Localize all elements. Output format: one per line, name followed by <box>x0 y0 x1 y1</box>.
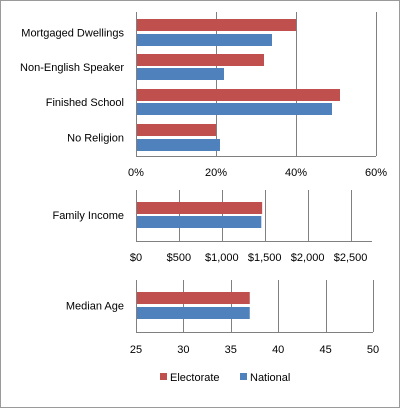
bar-national-mortgaged-dwellings <box>137 34 272 46</box>
tick-label: 40% <box>285 167 307 179</box>
tick-label: $0 <box>130 252 142 264</box>
tick-label: $2,000 <box>291 252 325 264</box>
percent-panel: 0% 20% 40% 60% Mortgaged Dwellings Non-Englis… <box>20 12 387 179</box>
bar-electorate-median-age <box>137 292 250 304</box>
category-label-finished-school: Finished School <box>46 97 124 109</box>
tick-label: 45 <box>319 344 331 356</box>
bar-electorate-family-income <box>137 202 263 214</box>
tick-label: $1,000 <box>205 252 239 264</box>
category-label-no-religion: No Religion <box>67 133 124 145</box>
bar-national-finished-school <box>137 103 332 115</box>
legend-label-electorate: Electorate <box>170 372 220 384</box>
legend-swatch-electorate <box>160 373 167 380</box>
bar-electorate-finished-school <box>137 89 340 101</box>
tick-label: 0% <box>128 167 144 179</box>
category-label-mortgaged-dwellings: Mortgaged Dwellings <box>21 28 124 40</box>
median-age-panel: 25 30 35 40 45 50 Median Age <box>66 280 379 356</box>
tick-label: 50 <box>367 344 379 356</box>
bar-national-family-income <box>137 216 262 228</box>
tick-label: 40 <box>272 344 284 356</box>
tick-label: $2,500 <box>334 252 368 264</box>
bar-electorate-mortgaged-dwellings <box>137 19 296 31</box>
legend-swatch-national <box>240 373 247 380</box>
tick-label: $500 <box>167 252 191 264</box>
category-label-non-english-speaker: Non-English Speaker <box>20 62 124 74</box>
family-income-panel: $0 $500 $1,000 $1,500 $2,000 $2,500 Family Inc… <box>52 190 372 264</box>
tick-label: 20% <box>205 167 227 179</box>
bar-national-median-age <box>137 307 250 319</box>
bar-national-no-religion <box>137 139 220 151</box>
legend-label-national: National <box>250 372 290 384</box>
tick-label: $1,500 <box>248 252 282 264</box>
legend: Electorate National <box>160 372 290 384</box>
tick-label: 60% <box>365 167 387 179</box>
category-label-family-income: Family Income <box>52 210 124 222</box>
tick-label: 25 <box>130 344 142 356</box>
bar-electorate-no-religion <box>137 124 216 136</box>
bar-national-non-english-speaker <box>137 68 224 80</box>
bar-electorate-non-english-speaker <box>137 54 264 66</box>
category-label-median-age: Median Age <box>66 301 124 313</box>
tick-label: 30 <box>177 344 189 356</box>
tick-label: 35 <box>225 344 237 356</box>
